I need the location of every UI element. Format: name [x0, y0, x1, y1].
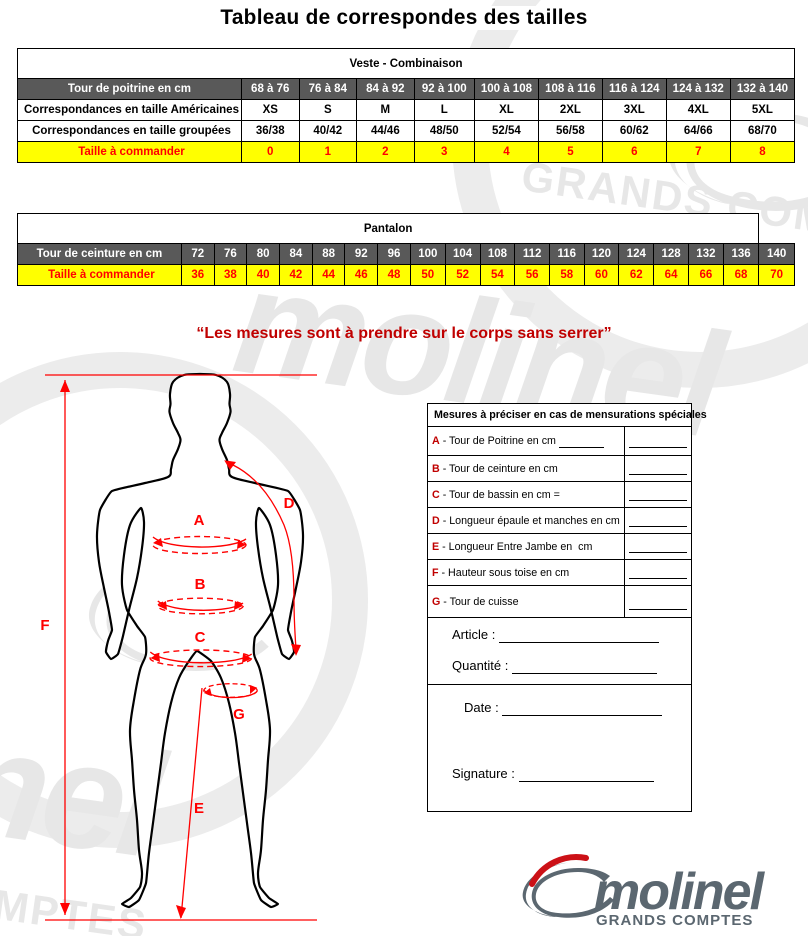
svg-text:A: A: [194, 512, 205, 529]
svg-text:B: B: [195, 576, 206, 593]
svg-text:C: C: [195, 629, 206, 646]
svg-text:D: D: [284, 495, 295, 512]
svg-text:E: E: [194, 800, 204, 817]
svg-text:G: G: [233, 706, 245, 723]
svg-text:F: F: [40, 617, 49, 634]
svg-text:GRANDS COMPTES: GRANDS COMPTES: [596, 912, 753, 927]
